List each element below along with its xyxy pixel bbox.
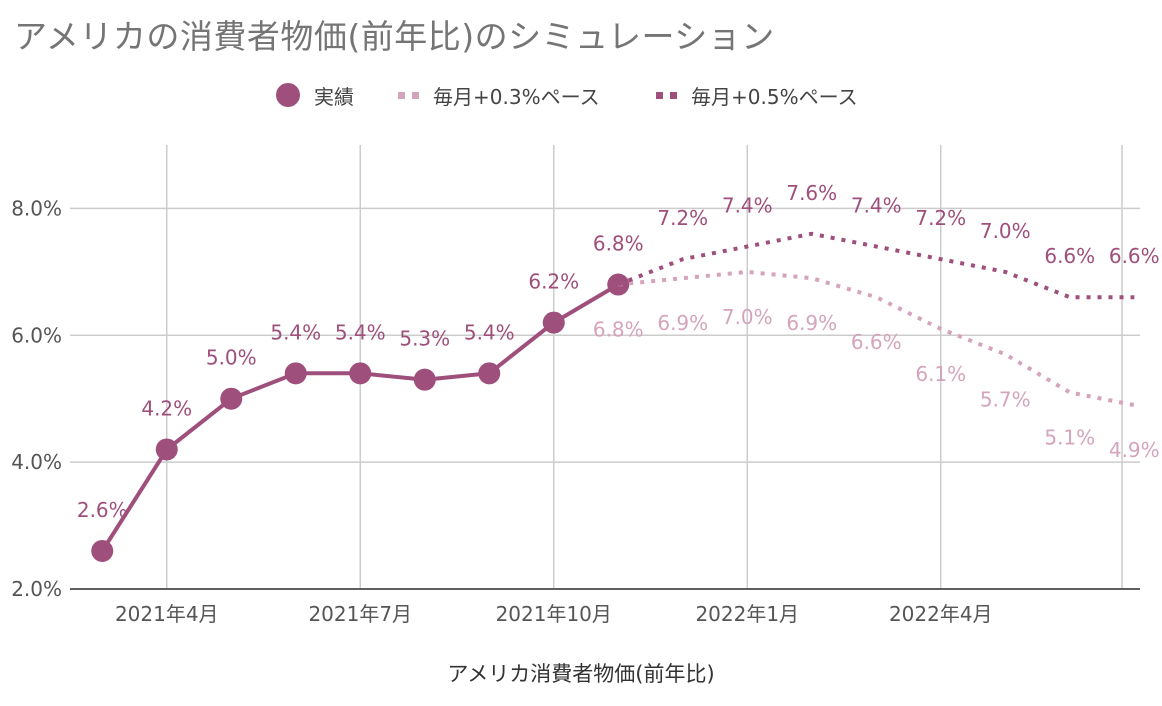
chart-title: アメリカの消費者物価(前年比)のシミュレーション (14, 17, 775, 56)
y-tick-label: 2.0% (11, 577, 62, 601)
data-label-2-4: 7.4% (851, 193, 902, 217)
data-label-1-7: 5.1% (1044, 425, 1095, 449)
series-line-2 (617, 231, 1135, 300)
data-label-1-2: 7.0% (722, 305, 773, 329)
data-label-1-1: 6.9% (657, 311, 708, 335)
x-axis-title: アメリカ消費者物価(前年比) (447, 662, 715, 686)
legend-label-actual: 実績 (314, 84, 354, 109)
data-point-0-5 (413, 368, 436, 391)
data-label-2-3: 7.6% (786, 181, 837, 205)
x-tick-label: 2021年4月 (115, 602, 219, 626)
x-tick-label: 2022年4月 (889, 602, 993, 626)
data-label-1-4: 6.6% (851, 330, 902, 354)
data-label-1-8: 4.9% (1109, 438, 1160, 462)
y-tick-label: 4.0% (11, 450, 62, 474)
y-tick-label: 6.0% (11, 323, 62, 347)
data-point-0-2 (220, 387, 243, 410)
data-point-0-8 (607, 273, 630, 296)
data-label-1-6: 5.7% (980, 387, 1031, 411)
data-label-1-0: 6.8% (593, 318, 644, 342)
legend-item-pace-05[interactable]: 毎月+0.5%ペース (656, 80, 858, 110)
legend-label-pace-05: 毎月+0.5%ペース (691, 84, 858, 109)
legend-marker-actual (276, 83, 300, 107)
data-point-0-0 (91, 539, 114, 562)
data-label-1-5: 6.1% (915, 362, 966, 386)
data-label-0-5: 5.3% (399, 327, 450, 351)
data-point-0-4 (349, 362, 372, 385)
data-label-1-3: 6.9% (786, 311, 837, 335)
data-label-2-7: 6.6% (1044, 244, 1095, 268)
y-tick-label: 8.0% (11, 196, 62, 220)
data-label-0-0: 2.6% (77, 498, 128, 522)
data-label-2-1: 7.2% (657, 206, 708, 230)
data-label-0-8: 6.8% (593, 232, 644, 256)
data-point-0-7 (542, 311, 565, 334)
legend: 実績 毎月+0.3%ペース 毎月+0.5%ペース (0, 80, 1162, 110)
data-point-0-6 (478, 362, 501, 385)
data-label-0-2: 5.0% (206, 346, 257, 370)
x-tick-label: 2021年7月 (308, 602, 412, 626)
data-label-0-6: 5.4% (464, 320, 515, 344)
data-label-0-3: 5.4% (270, 320, 321, 344)
legend-label-pace-03: 毎月+0.3%ペース (433, 84, 600, 109)
x-tick-label: 2021年10月 (496, 602, 612, 626)
data-label-2-2: 7.4% (722, 193, 773, 217)
legend-item-actual[interactable]: 実績 (276, 80, 354, 110)
data-label-2-8: 6.6% (1109, 244, 1160, 268)
data-point-0-3 (284, 362, 307, 385)
data-label-0-1: 4.2% (141, 396, 192, 420)
series-line-1 (618, 269, 1135, 408)
legend-item-pace-03[interactable]: 毎月+0.3%ペース (398, 80, 600, 110)
data-point-0-1 (155, 438, 178, 461)
data-label-2-6: 7.0% (980, 219, 1031, 243)
legend-marker-pace-05 (656, 91, 677, 99)
x-tick-label: 2022年1月 (695, 602, 799, 626)
data-label-0-7: 6.2% (528, 270, 579, 294)
data-label-2-5: 7.2% (915, 206, 966, 230)
data-label-0-4: 5.4% (335, 320, 386, 344)
legend-marker-pace-03 (398, 91, 419, 99)
